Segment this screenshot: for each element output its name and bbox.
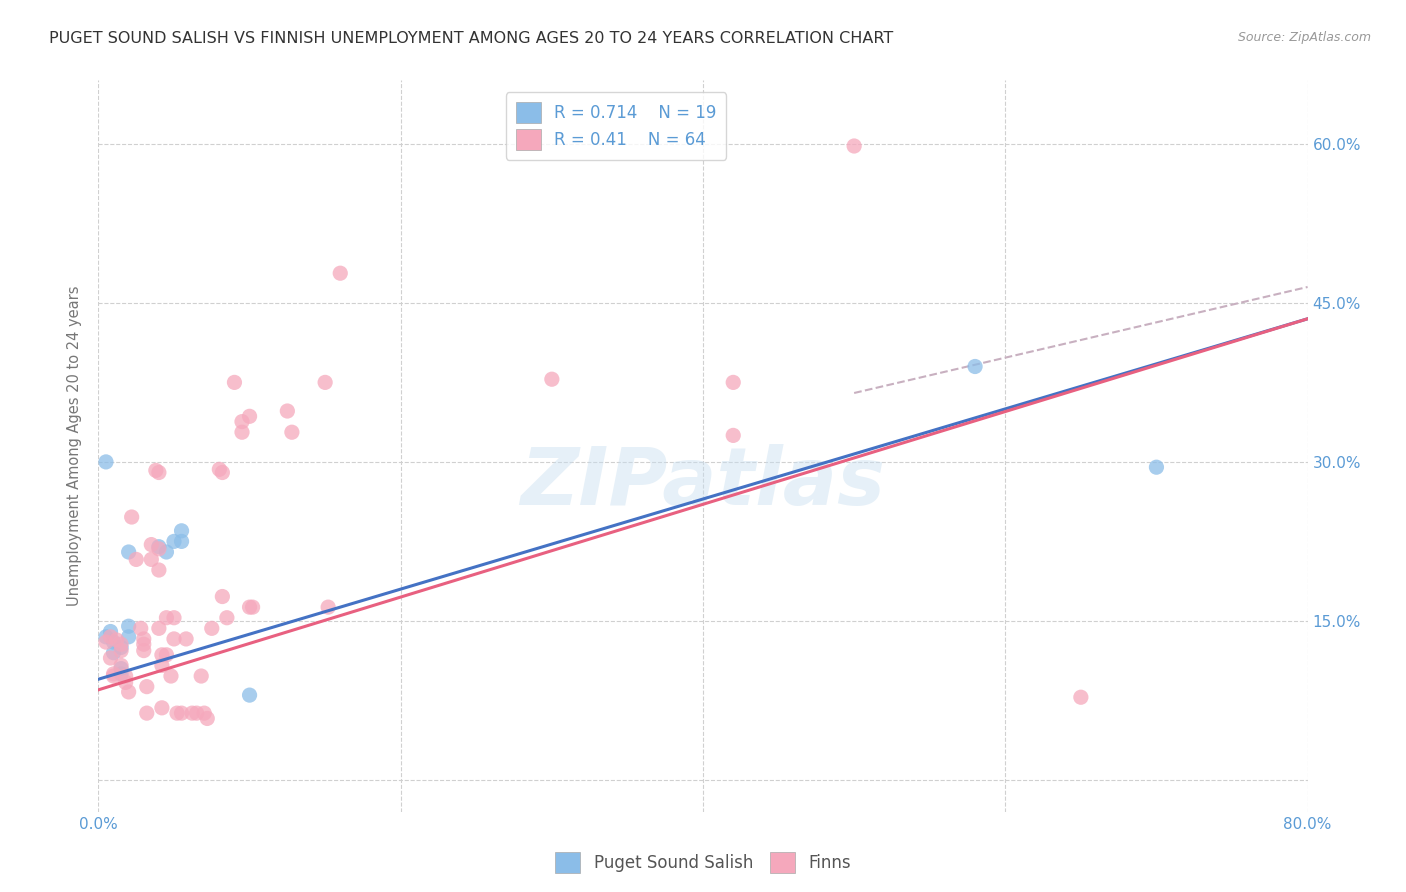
Point xyxy=(132,643,155,657)
Point xyxy=(114,669,136,683)
Point xyxy=(314,376,336,390)
Point xyxy=(132,637,155,651)
Point xyxy=(965,359,987,374)
Point xyxy=(190,669,212,683)
Point xyxy=(148,540,170,554)
Point xyxy=(150,648,173,662)
Text: Source: ZipAtlas.com: Source: ZipAtlas.com xyxy=(1237,31,1371,45)
Point xyxy=(150,701,173,715)
Point xyxy=(118,630,141,644)
Point xyxy=(186,706,208,720)
Point xyxy=(110,667,132,681)
Point xyxy=(239,688,262,702)
Point xyxy=(148,466,170,480)
Point xyxy=(121,510,143,524)
Point xyxy=(110,658,132,673)
Point xyxy=(281,425,304,440)
Point xyxy=(170,706,193,720)
Point xyxy=(195,711,218,725)
Point xyxy=(141,538,163,552)
Point xyxy=(276,404,298,418)
Y-axis label: Unemployment Among Ages 20 to 24 years: Unemployment Among Ages 20 to 24 years xyxy=(67,285,83,607)
Point xyxy=(135,680,157,694)
Point xyxy=(231,415,253,429)
Point xyxy=(103,667,125,681)
Point xyxy=(239,600,262,615)
Point xyxy=(239,409,262,424)
Point xyxy=(103,646,125,660)
Point xyxy=(110,637,132,651)
Point xyxy=(148,563,170,577)
Point xyxy=(215,611,238,625)
Point xyxy=(110,662,132,676)
Point xyxy=(211,466,233,480)
Point xyxy=(211,590,233,604)
Point xyxy=(723,428,745,442)
Point xyxy=(118,545,141,559)
Text: ZIPatlas: ZIPatlas xyxy=(520,443,886,522)
Point xyxy=(100,651,122,665)
Point xyxy=(141,552,163,566)
Point xyxy=(132,632,155,646)
Point xyxy=(844,139,866,153)
Point xyxy=(150,658,173,673)
Point xyxy=(148,621,170,635)
Point xyxy=(100,630,122,644)
Point xyxy=(103,669,125,683)
Point xyxy=(1144,460,1167,475)
Point xyxy=(118,685,141,699)
Point xyxy=(170,534,193,549)
Point xyxy=(129,621,152,635)
Legend: Puget Sound Salish, Finns: Puget Sound Salish, Finns xyxy=(548,846,858,880)
Point xyxy=(316,600,339,615)
Point xyxy=(170,524,193,538)
Point xyxy=(94,630,117,644)
Point xyxy=(110,643,132,657)
Point xyxy=(148,541,170,556)
Point xyxy=(100,624,122,639)
Point xyxy=(166,706,188,720)
Point xyxy=(208,462,231,476)
Point xyxy=(231,425,253,440)
Point xyxy=(201,621,224,635)
Point xyxy=(193,706,215,720)
Point xyxy=(155,545,177,559)
Point xyxy=(242,600,264,615)
Point xyxy=(160,669,183,683)
Point xyxy=(94,635,117,649)
Point xyxy=(105,632,128,647)
Point xyxy=(155,648,177,662)
Point xyxy=(163,534,186,549)
Point xyxy=(1070,690,1092,705)
Point xyxy=(118,619,141,633)
Point xyxy=(163,611,186,625)
Point xyxy=(329,266,352,280)
Point xyxy=(94,455,117,469)
Point xyxy=(103,635,125,649)
Point xyxy=(181,706,204,720)
Point xyxy=(125,552,148,566)
Point xyxy=(145,463,167,477)
Point xyxy=(163,632,186,646)
Point xyxy=(135,706,157,720)
Point xyxy=(174,632,197,646)
Point xyxy=(540,372,562,386)
Point xyxy=(114,675,136,690)
Point xyxy=(110,640,132,655)
Point xyxy=(155,611,177,625)
Point xyxy=(224,376,246,390)
Text: PUGET SOUND SALISH VS FINNISH UNEMPLOYMENT AMONG AGES 20 TO 24 YEARS CORRELATION: PUGET SOUND SALISH VS FINNISH UNEMPLOYME… xyxy=(49,31,893,46)
Point xyxy=(723,376,745,390)
Legend: R = 0.714    N = 19, R = 0.41    N = 64: R = 0.714 N = 19, R = 0.41 N = 64 xyxy=(506,92,727,160)
